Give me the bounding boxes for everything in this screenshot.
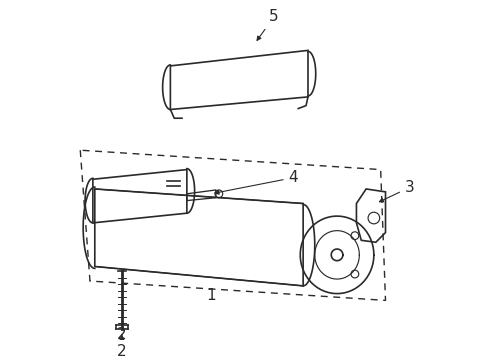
Text: 4: 4 [215,170,298,194]
Text: 5: 5 [257,9,279,40]
Text: 3: 3 [379,180,415,202]
Text: 2: 2 [117,327,127,342]
Text: 1: 1 [206,288,216,303]
Text: 2: 2 [117,344,127,359]
